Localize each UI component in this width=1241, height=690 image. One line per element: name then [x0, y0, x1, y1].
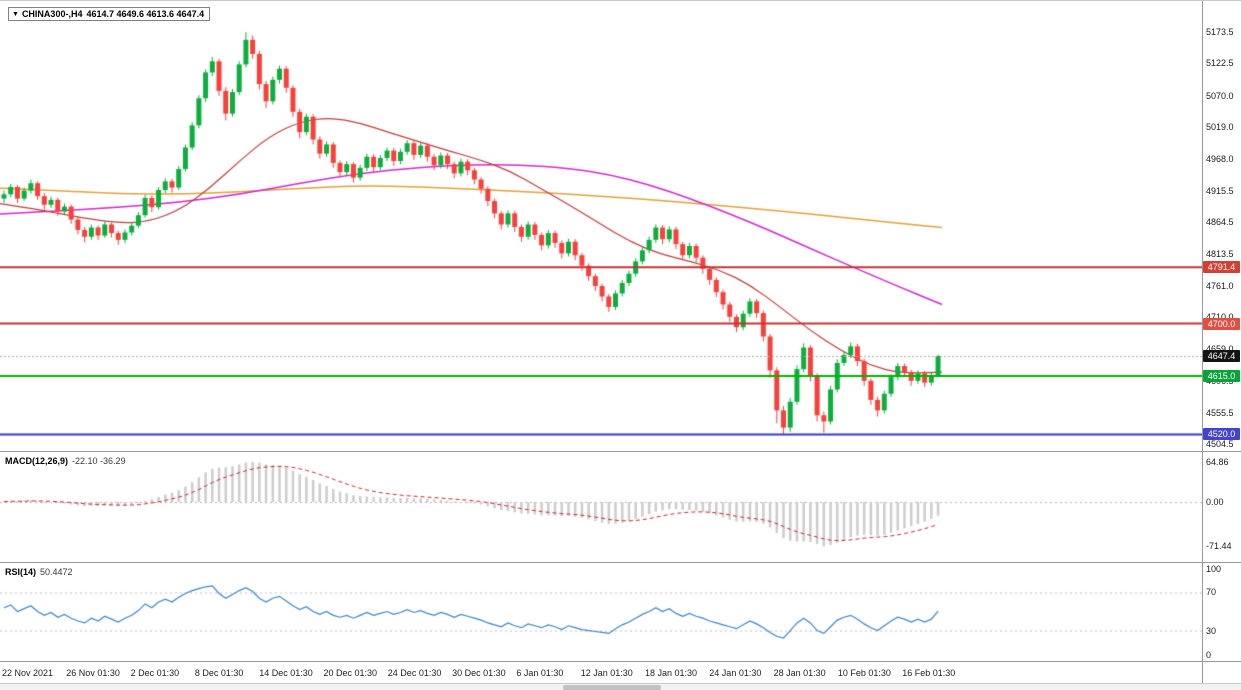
price-level-badge: 4700.0 — [1203, 317, 1240, 330]
macd-values: -22.10 -36.29 — [72, 456, 126, 466]
time-axis-label: 16 Feb 01:30 — [902, 668, 956, 678]
price-axis-label: 5173.5 — [1206, 27, 1234, 38]
rsi-canvas[interactable] — [0, 563, 1202, 661]
rsi-pane: 100 70 30 0 RSI(14) 50.4472 — [0, 562, 1241, 661]
time-axis-label: 12 Jan 01:30 — [580, 668, 633, 678]
macd-label: MACD(12,26,9) — [5, 456, 69, 466]
main-chart-pane: 5173.5 5122.5 5070.0 5019.0 4968.0 4915.5 4864… — [0, 1, 1241, 451]
price-axis-label: 5019.0 — [1206, 122, 1234, 133]
price-level-badge: 4791.4 — [1203, 261, 1240, 274]
rsi-axis-label: 30 — [1206, 625, 1217, 636]
time-axis-label: 28 Jan 01:30 — [773, 668, 826, 678]
rsi-axis-label: 70 — [1206, 587, 1217, 598]
time-axis-label: 22 Nov 2021 — [2, 668, 54, 678]
price-axis-label: 4504.5 — [1206, 438, 1234, 449]
main-chart-canvas[interactable] — [0, 1, 1202, 451]
macd-axis-label: -71.44 — [1206, 541, 1232, 552]
time-axis-label: 14 Dec 01:30 — [259, 668, 313, 678]
time-axis-label: 8 Dec 01:30 — [194, 668, 244, 678]
time-axis-label: 20 Dec 01:30 — [323, 668, 378, 678]
rsi-scale: 100 70 30 0 — [1203, 563, 1241, 661]
time-axis-label: 30 Dec 01:30 — [452, 668, 506, 678]
price-level-badge: 4615.0 — [1203, 369, 1240, 382]
current-price-badge: 4647.4 — [1203, 349, 1240, 362]
price-axis-label: 4761.0 — [1206, 281, 1234, 292]
rsi-axis-label: 0 — [1206, 650, 1212, 660]
scrollbar-thumb[interactable] — [563, 685, 661, 690]
macd-pane: 64.86 0.00 -71.44 MACD(12,26,9) -22.10 -36.… — [0, 451, 1241, 562]
price-level-badge: 4520.0 — [1203, 428, 1240, 441]
time-axis-label: 24 Jan 01:30 — [709, 668, 762, 678]
time-axis-label: 10 Feb 01:30 — [837, 668, 891, 678]
price-scale[interactable]: 5173.5 5122.5 5070.0 5019.0 4968.0 4915.5 4864… — [1203, 1, 1241, 451]
macd-canvas[interactable] — [0, 452, 1202, 562]
price-axis-label: 4915.5 — [1206, 185, 1234, 196]
macd-axis-label: 64.86 — [1206, 456, 1229, 467]
symbol-dropdown-icon[interactable]: ▼ — [12, 11, 19, 18]
time-axis-label: 18 Jan 01:30 — [645, 668, 698, 678]
rsi-value: 50.4472 — [40, 567, 73, 577]
macd-axis-label: 0.00 — [1206, 497, 1224, 508]
time-axis-label: 6 Jan 01:30 — [516, 668, 564, 678]
price-axis-label: 5070.0 — [1206, 90, 1234, 101]
symbol-title: CHINA300-,H4 — [21, 9, 83, 19]
price-axis-label: 4968.0 — [1206, 153, 1234, 164]
time-axis-label: 24 Dec 01:30 — [387, 668, 442, 678]
macd-scale: 64.86 0.00 -71.44 — [1203, 452, 1241, 562]
rsi-axis-label: 100 — [1206, 564, 1222, 574]
chart-hscrollbar[interactable] — [0, 683, 1241, 690]
price-axis-label: 4864.5 — [1206, 217, 1234, 228]
price-axis-label: 4659.0 — [1206, 343, 1234, 354]
ohlc-values: 4614.7 4649.6 4613.6 4647.4 — [86, 9, 205, 19]
time-axis-label: 2 Dec 01:30 — [130, 668, 180, 678]
price-axis-label: 4555.5 — [1206, 407, 1234, 418]
scale-divider — [1202, 1, 1203, 683]
rsi-indicator-label: RSI(14) 50.4472 — [5, 567, 73, 577]
symbol-ohlc-box: ▼ CHINA300-,H4 4614.7 4649.6 4613.6 4647.4 — [8, 7, 211, 21]
price-axis-label: 5122.5 — [1206, 58, 1234, 69]
rsi-label: RSI(14) — [5, 567, 37, 577]
time-axis[interactable]: 22 Nov 2021 26 Nov 01:30 2 Dec 01:30 8 Dec … — [0, 661, 1241, 683]
price-axis-label: 4813.5 — [1206, 248, 1234, 259]
time-axis-label: 26 Nov 01:30 — [66, 668, 120, 678]
price-axis-label: 4710.0 — [1206, 312, 1234, 322]
macd-indicator-label: MACD(12,26,9) -22.10 -36.29 — [5, 456, 126, 466]
